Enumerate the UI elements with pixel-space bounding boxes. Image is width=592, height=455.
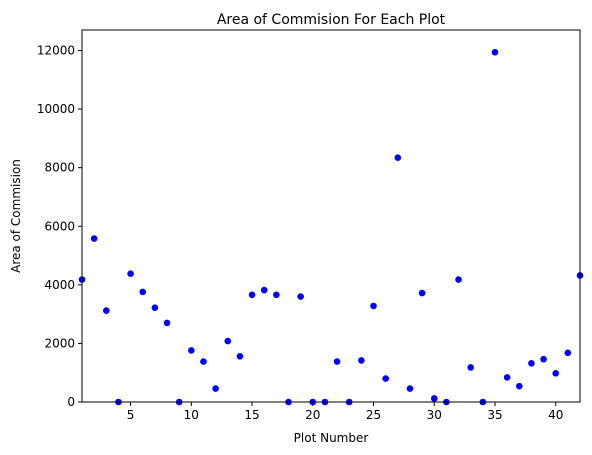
x-tick-labels: 5 10 15 20 25 30 35 40 — [127, 408, 564, 422]
data-point — [236, 353, 244, 360]
data-point — [297, 293, 304, 300]
data-point — [370, 302, 377, 310]
x-tick-label: 10 — [184, 408, 199, 422]
plot-frame — [81, 29, 581, 403]
y-tick-label: 2000 — [44, 336, 75, 350]
data-point — [515, 382, 523, 390]
data-point — [564, 349, 572, 357]
data-point — [528, 360, 535, 367]
x-tick-label: 20 — [305, 408, 320, 422]
data-point — [90, 235, 98, 242]
data-point — [394, 154, 402, 162]
x-tick-label: 30 — [427, 408, 442, 422]
data-point — [552, 369, 560, 377]
data-point — [455, 276, 462, 283]
data-point — [333, 358, 341, 365]
data-point — [358, 357, 365, 364]
data-point — [260, 286, 268, 294]
data-point — [212, 385, 219, 392]
y-tick-label: 4000 — [44, 278, 75, 292]
x-tick-label: 15 — [244, 408, 259, 422]
y-tick-label: 12000 — [37, 44, 75, 58]
x-tick-label: 40 — [548, 408, 563, 422]
data-points — [78, 48, 584, 406]
data-point — [491, 48, 499, 56]
y-tick-label: 0 — [67, 395, 75, 409]
data-point — [188, 347, 195, 354]
x-axis-label: Plot Number — [294, 431, 369, 445]
y-tick-label: 10000 — [37, 102, 75, 116]
y-tick-label: 8000 — [44, 161, 75, 175]
x-tick-label: 25 — [366, 408, 381, 422]
y-axis-label: Area of Commision — [9, 159, 23, 273]
axis-ticks — [78, 50, 557, 406]
x-tick-label: 35 — [487, 408, 502, 422]
data-point — [139, 288, 147, 296]
data-point — [430, 395, 438, 402]
data-point — [467, 364, 474, 371]
y-tick-labels: 0 2000 4000 6000 8000 10000 12000 — [37, 44, 75, 409]
x-tick-label: 5 — [127, 408, 135, 422]
data-point — [248, 291, 256, 299]
data-point — [102, 307, 110, 314]
data-point — [406, 385, 414, 392]
data-point — [151, 304, 159, 311]
data-point — [163, 319, 171, 327]
data-point — [224, 337, 232, 345]
data-point — [382, 375, 389, 382]
y-tick-label: 6000 — [44, 219, 75, 233]
data-point — [200, 358, 207, 365]
data-point — [273, 291, 280, 299]
data-point — [127, 270, 134, 278]
data-point — [540, 355, 547, 363]
chart-title: Area of Commision For Each Plot — [217, 12, 446, 28]
data-point — [503, 374, 511, 381]
data-point — [418, 289, 426, 297]
